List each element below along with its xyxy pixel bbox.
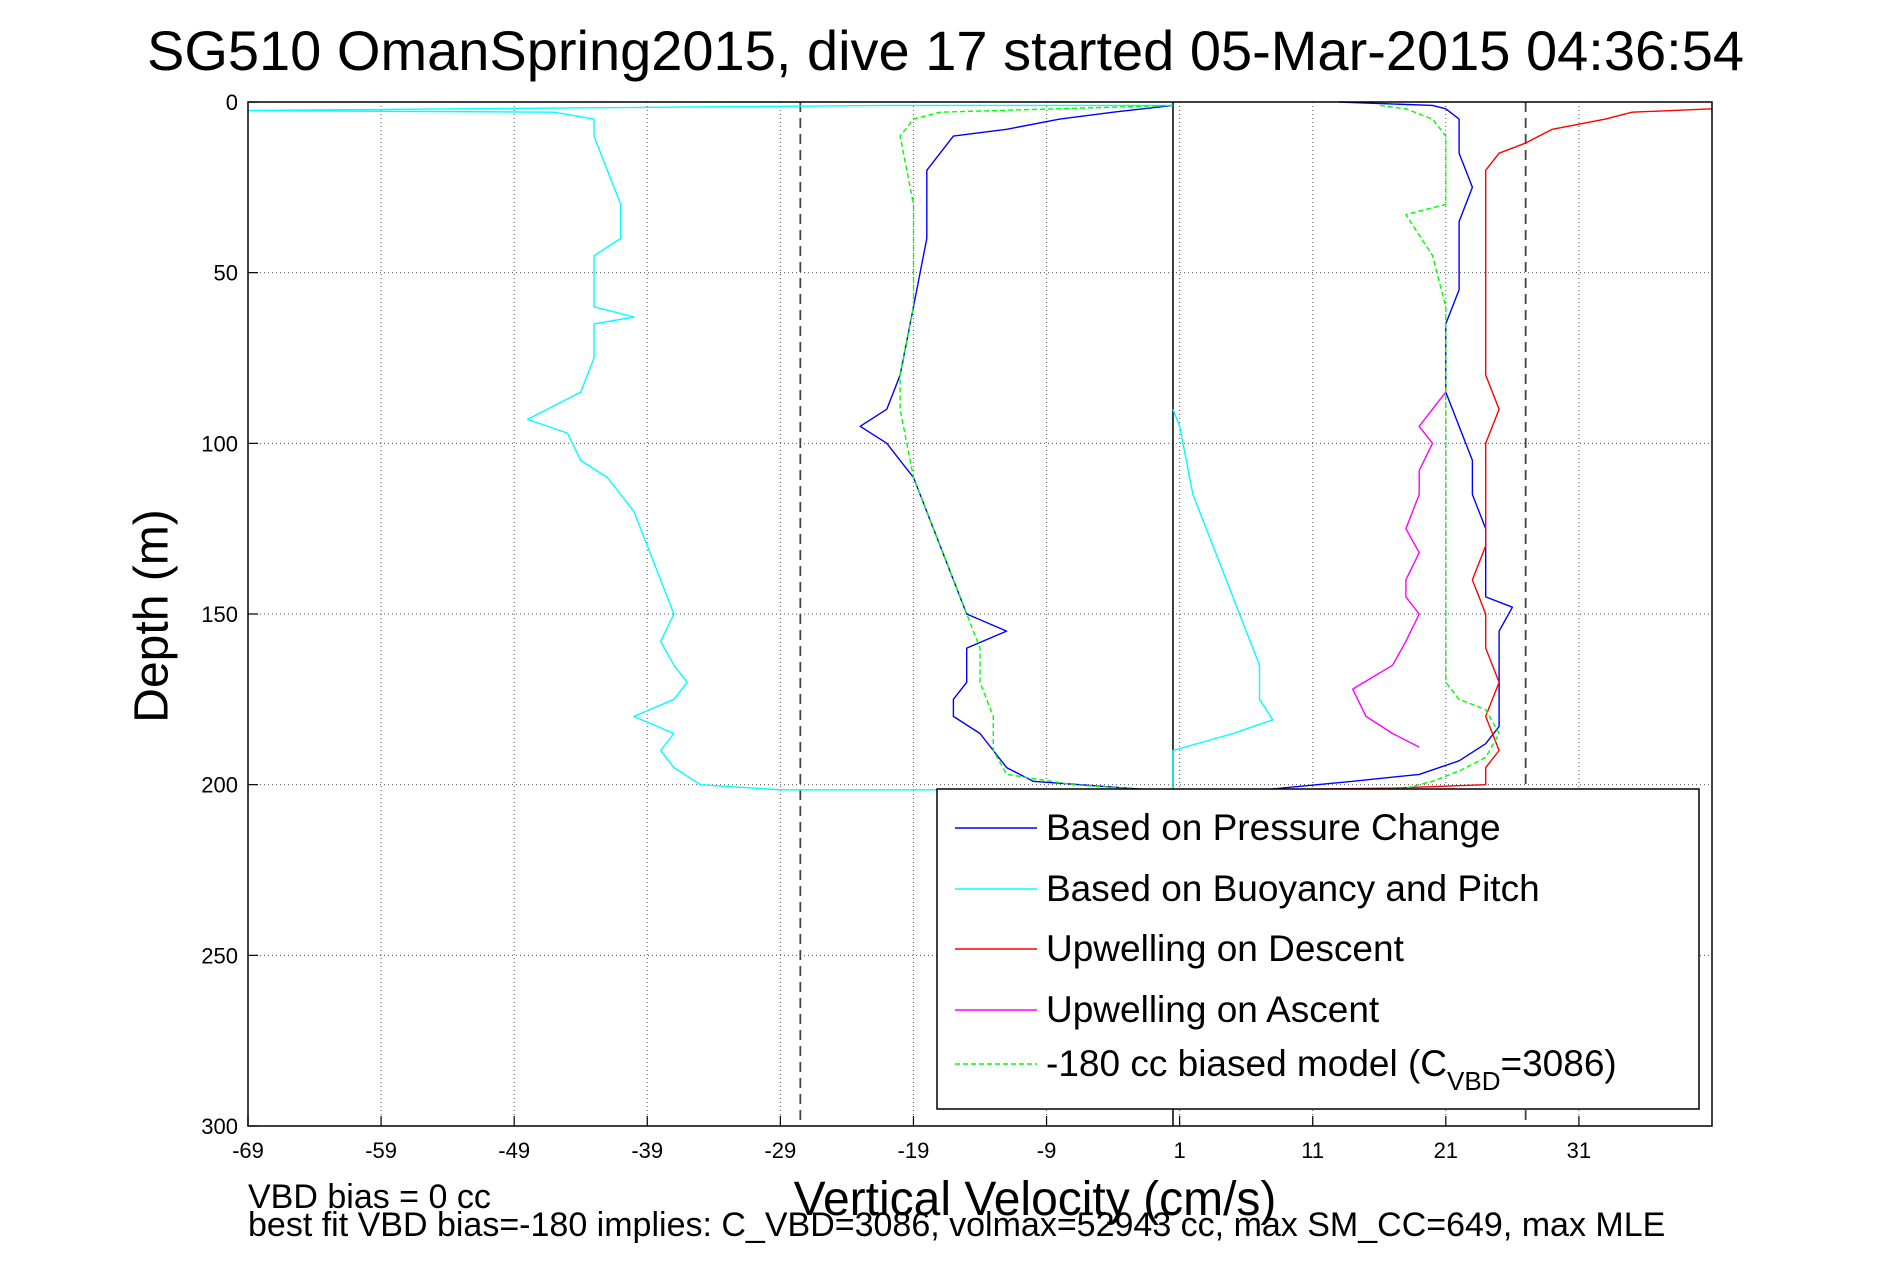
series-lines <box>247 101 1713 793</box>
x-tick-label: -9 <box>1037 1138 1057 1163</box>
y-tick-label: 250 <box>201 943 238 968</box>
vbd-bias-note: VBD bias = 0 cc <box>248 1178 491 1216</box>
legend-entry: Based on Pressure Change <box>1046 807 1501 848</box>
series-line-2 <box>247 104 1274 791</box>
y-tick-label: 100 <box>201 431 238 456</box>
x-tick-label: -59 <box>365 1138 397 1163</box>
legend-entry-suffix: =3086) <box>1501 1043 1617 1084</box>
series-line-3 <box>1259 108 1713 791</box>
y-tick-label: 200 <box>201 773 238 798</box>
legend-entry: Based on Buoyancy and Pitch <box>1046 868 1540 909</box>
legend-entry: -180 cc biased model (CVBD=3086) <box>1046 1043 1617 1096</box>
legend-entry-prefix: -180 cc biased model (C <box>1046 1043 1447 1084</box>
x-tick-label: -19 <box>898 1138 930 1163</box>
legend: Based on Pressure Change Based on Buoyanc… <box>936 788 1700 1110</box>
x-tick-label: -49 <box>498 1138 530 1163</box>
x-tick-label: -29 <box>764 1138 796 1163</box>
y-tick-label: 150 <box>201 602 238 627</box>
legend-box <box>936 788 1700 1110</box>
x-tick-label: 31 <box>1567 1138 1591 1163</box>
y-tick-label: 300 <box>201 1114 238 1139</box>
x-tick-label: 21 <box>1434 1138 1458 1163</box>
x-axis-label: Vertical Velocity (cm/s) <box>793 1173 1277 1226</box>
x-tick-label: 11 <box>1301 1138 1324 1163</box>
x-tick-label: 1 <box>1174 1138 1186 1163</box>
series-line-5 <box>899 104 1500 793</box>
best-fit-note: best fit VBD bias=-180 implies: C_VBD=30… <box>248 1206 1666 1244</box>
legend-entry: Upwelling on Descent <box>1046 928 1405 969</box>
series-line-4 <box>1352 391 1447 748</box>
x-tick-label: -69 <box>232 1138 264 1163</box>
x-tick-label: -39 <box>631 1138 663 1163</box>
chart-title: SG510 OmanSpring2015, dive 17 started 05… <box>146 19 1744 82</box>
legend-entry: Upwelling on Ascent <box>1046 989 1380 1030</box>
axis-ticks: -69 -59 -49 -39 -29 -19 -9 1 11 21 310501001502002… <box>201 90 1591 1163</box>
y-tick-label: 0 <box>226 90 238 115</box>
legend-entry-subscript: VBD <box>1447 1066 1500 1096</box>
y-tick-label: 50 <box>214 261 238 286</box>
